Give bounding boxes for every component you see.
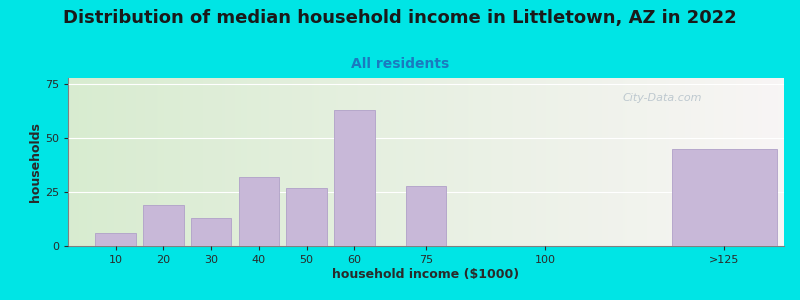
Bar [406, 186, 446, 246]
Bar [334, 110, 374, 246]
Bar [143, 205, 184, 246]
Text: Distribution of median household income in Littletown, AZ in 2022: Distribution of median household income … [63, 9, 737, 27]
Y-axis label: households: households [29, 122, 42, 202]
Bar [191, 218, 231, 246]
Text: All residents: All residents [351, 57, 449, 71]
Bar [672, 149, 777, 246]
Bar [95, 233, 136, 246]
Text: City-Data.com: City-Data.com [622, 93, 702, 103]
Bar [286, 188, 327, 246]
Bar [238, 177, 279, 246]
X-axis label: household income ($1000): household income ($1000) [333, 268, 519, 281]
